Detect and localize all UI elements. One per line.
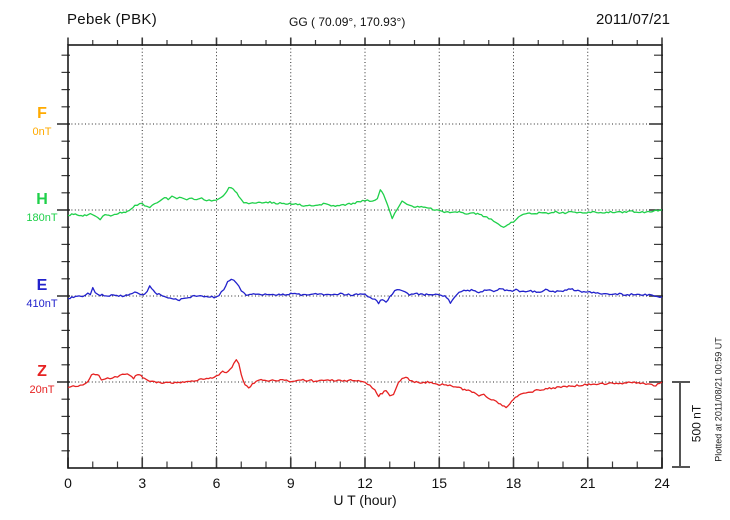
x-tick-label-0: 0: [64, 475, 72, 491]
trace-E: [68, 278, 663, 305]
x-tick-label-18: 18: [505, 475, 522, 491]
component-label-E: E: [36, 277, 48, 294]
x-tick-label-9: 9: [286, 475, 295, 491]
axis-ticks: [57, 37, 663, 468]
component-label-F: F: [37, 105, 47, 122]
component-baseline-E: 410nT: [26, 298, 58, 310]
geographic-coordinates: GG ( 70.09°, 170.93°): [289, 15, 406, 29]
station-name: Pebek (PBK): [67, 11, 158, 28]
plot-frame: [67, 44, 663, 469]
scale-bar: [672, 381, 690, 468]
plotted-timestamp-note: Plotted at 2011/08/21 00:59 UT: [713, 337, 724, 462]
component-baseline-H: 180nT: [26, 212, 58, 224]
x-tick-label-6: 6: [212, 475, 221, 491]
x-axis-title: U T (hour): [333, 492, 397, 508]
trace-H: [67, 186, 662, 228]
component-label-Z: Z: [37, 363, 47, 380]
component-baseline-Z: 20nT: [29, 384, 55, 396]
x-tick-label-3: 3: [138, 475, 147, 491]
scale-bar-label: 500 nT: [689, 404, 704, 443]
observation-date: 2011/07/21: [596, 11, 670, 28]
x-tick-label-15: 15: [431, 475, 448, 491]
gridlines: [68, 45, 662, 468]
trace-Z: [67, 359, 663, 409]
x-tick-label-12: 12: [357, 475, 373, 491]
x-tick-label-24: 24: [654, 475, 670, 491]
component-baseline-F: 0nT: [32, 126, 52, 138]
component-label-H: H: [36, 191, 48, 208]
x-tick-label-21: 21: [579, 475, 596, 491]
